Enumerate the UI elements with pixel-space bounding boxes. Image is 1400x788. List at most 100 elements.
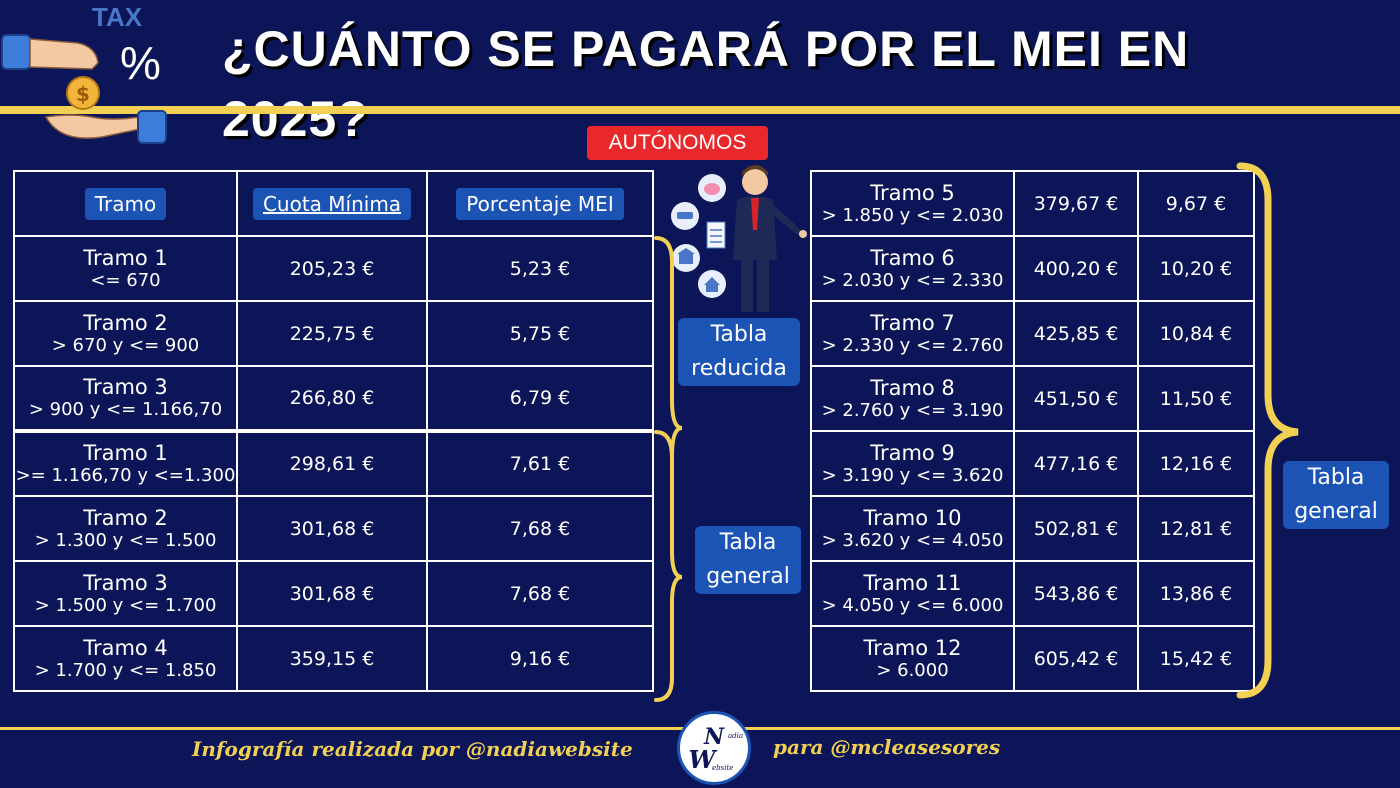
tramo-cell: Tramo 9 > 3.190 y <= 3.620 [810,430,1015,497]
table-row: Tramo 4 > 1.700 y <= 1.850 359,15 € 9,16 … [13,625,654,692]
footer-client: para @mcleasesores [773,735,1001,759]
mei-cell: 6,79 € [426,365,654,432]
tramo-name: Tramo 2 [83,505,168,530]
mei-cell: 9,67 € [1137,170,1255,237]
tramo-name: Tramo 12 [863,635,962,660]
header-tramo: Tramo [84,187,167,220]
logo-mark: N adia W ebsite [689,724,744,774]
tramo-range: > 1.700 y <= 1.850 [34,659,217,681]
mei-cell: 12,16 € [1137,430,1255,497]
tramo-name: Tramo 7 [870,310,955,335]
tramo-name: Tramo 3 [83,570,168,595]
tramo-range: > 4.050 y <= 6.000 [821,594,1004,616]
tramo-cell: Tramo 6 > 2.030 y <= 2.330 [810,235,1015,302]
tramo-range: > 2.330 y <= 2.760 [821,334,1004,356]
tramo-cell: Tramo 12 > 6.000 [810,625,1015,692]
tramo-name: Tramo 6 [870,245,955,270]
footer-credit: Infografía realizada por @nadiawebsite [192,737,633,761]
tramo-name: Tramo 8 [870,375,955,400]
table-row: Tramo 1 <= 670 205,23 € 5,23 € [13,235,654,302]
cuota-cell: 477,16 € [1013,430,1139,497]
tramo-range: > 1.300 y <= 1.500 [34,529,217,551]
mei-cell: 5,23 € [426,235,654,302]
cuota-cell: 400,20 € [1013,235,1139,302]
tramo-range: >= 1.166,70 y <=1.300 [15,465,236,486]
tax-document-icon [706,221,726,249]
car-icon [671,202,699,230]
mei-cell: 7,68 € [426,495,654,562]
tramo-name: Tramo 10 [863,505,962,530]
tramo-cell: Tramo 11 > 4.050 y <= 6.000 [810,560,1015,627]
tabla-general-label-left: Tabla general [695,526,801,594]
tramo-name: Tramo 5 [870,180,955,205]
cuota-cell: 379,67 € [1013,170,1139,237]
cuota-cell: 605,42 € [1013,625,1139,692]
bank-icon [672,244,700,272]
svg-text:adia: adia [728,732,743,740]
table-row: Tramo 12 > 6.000 605,42 € 15,42 € [810,625,1255,692]
tramo-cell: Tramo 1 <= 670 [13,235,238,302]
svg-text:ebsite: ebsite [712,764,733,772]
tramo-name: Tramo 3 [83,375,168,399]
tramo-range: > 900 y <= 1.166,70 [28,399,223,420]
table-row: Tramo 11 > 4.050 y <= 6.000 543,86 € 13,8… [810,560,1255,627]
mei-cell: 11,50 € [1137,365,1255,432]
table-row: Tramo 1 >= 1.166,70 y <=1.300 298,61 € 7,… [13,429,654,497]
mei-cell: 13,86 € [1137,560,1255,627]
tramo-cell: Tramo 3 > 1.500 y <= 1.700 [13,560,238,627]
cuota-cell: 298,61 € [236,429,428,497]
tramo-range: > 670 y <= 900 [51,334,200,356]
tramo-range: > 2.760 y <= 3.190 [821,399,1004,421]
tramo-name: Tramo 1 [83,245,168,270]
mei-cell: 7,61 € [426,429,654,497]
table-row: Tramo 6 > 2.030 y <= 2.330 400,20 € 10,20… [810,235,1255,302]
table-row: Tramo 3 > 1.500 y <= 1.700 301,68 € 7,68 … [13,560,654,627]
businessman-icon [733,165,807,312]
tramo-name: Tramo 1 [83,441,168,465]
tramo-cell: Tramo 5 > 1.850 y <= 2.030 [810,170,1015,237]
tramo-range: > 2.030 y <= 2.330 [821,269,1004,291]
cuota-cell: 425,85 € [1013,300,1139,367]
tabla-reducida-label: Tabla reducida [678,318,800,386]
piggy-bank-icon [698,174,726,202]
cuota-cell: 266,80 € [236,365,428,432]
table-row: Tramo 5 > 1.850 y <= 2.030 379,67 € 9,67 … [810,170,1255,237]
mei-cell: 12,81 € [1137,495,1255,562]
tramo-name: Tramo 2 [83,310,168,335]
tramo-cell: Tramo 2 > 1.300 y <= 1.500 [13,495,238,562]
cuota-cell: 359,15 € [236,625,428,692]
header-cuota-minima: Cuota Mínima [252,187,412,220]
table-row: Tramo 3 > 900 y <= 1.166,70 266,80 € 6,79… [13,365,654,432]
businessman-illustration [671,165,807,312]
tramo-cell: Tramo 8 > 2.760 y <= 3.190 [810,365,1015,432]
tramo-range: > 3.190 y <= 3.620 [821,464,1004,486]
svg-text:N: N [703,724,725,750]
house-icon [698,270,726,298]
tramo-range: <= 670 [90,269,161,291]
table-row: Tramo 2 > 1.300 y <= 1.500 301,68 € 7,68 … [13,495,654,562]
cuota-cell: 225,75 € [236,300,428,367]
autonomos-badge: AUTÓNOMOS [587,126,768,160]
mei-cell: 15,42 € [1137,625,1255,692]
table-row: Tramo 7 > 2.330 y <= 2.760 425,85 € 10,84… [810,300,1255,367]
tramo-range: > 3.620 y <= 4.050 [821,529,1004,551]
table-row: Tramo 8 > 2.760 y <= 3.190 451,50 € 11,50… [810,365,1255,432]
tramo-name: Tramo 9 [870,440,955,465]
mei-cell: 10,84 € [1137,300,1255,367]
tramo-cell: Tramo 1 >= 1.166,70 y <=1.300 [13,429,238,497]
tramo-range: > 1.850 y <= 2.030 [821,204,1004,226]
tramo-cell: Tramo 7 > 2.330 y <= 2.760 [810,300,1015,367]
table-header-row: Tramo Cuota Mínima Porcentaje MEI [13,170,654,237]
left-braces [654,236,683,702]
header-divider [0,106,1400,114]
cuota-cell: 451,50 € [1013,365,1139,432]
table-row: Tramo 10 > 3.620 y <= 4.050 502,81 € 12,8… [810,495,1255,562]
hand-coin-icon: $ [1,34,167,144]
tramo-range: > 1.500 y <= 1.700 [34,594,217,616]
mei-cell: 5,75 € [426,300,654,367]
tramo-range: > 6.000 [876,659,949,681]
mei-cell: 9,16 € [426,625,654,692]
cuota-cell: 301,68 € [236,560,428,627]
tramo-cell: Tramo 10 > 3.620 y <= 4.050 [810,495,1015,562]
mei-cell: 10,20 € [1137,235,1255,302]
